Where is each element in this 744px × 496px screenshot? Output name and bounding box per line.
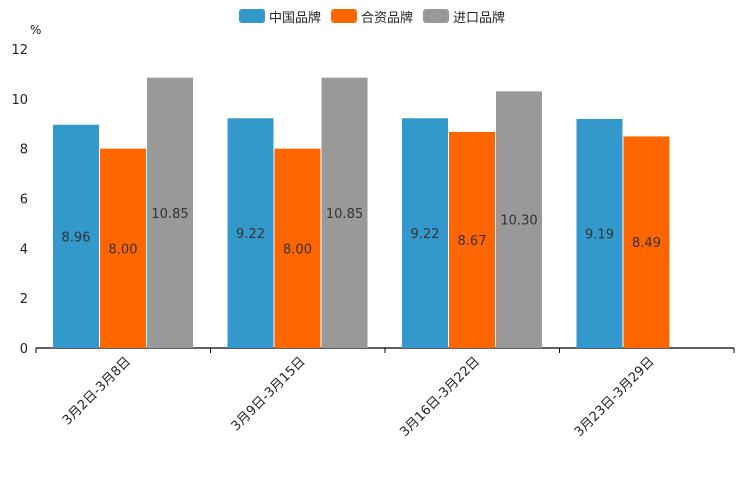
y-tick-label: 12: [11, 43, 28, 58]
legend-label-series-1: 中国品牌: [268, 10, 321, 26]
bar[interactable]: [100, 148, 146, 348]
bar-value-label: 9.22: [411, 227, 440, 242]
bar[interactable]: [227, 118, 274, 348]
bar[interactable]: [321, 77, 368, 348]
bar[interactable]: [576, 119, 623, 348]
legend-label-series-2: 合资品牌: [360, 10, 413, 26]
y-tick-label: 2: [20, 292, 28, 307]
y-axis-unit-label: %: [30, 23, 41, 37]
bar[interactable]: [449, 131, 495, 348]
x-tick-label: 3月2日-3月8日: [60, 354, 134, 428]
legend-label-series-3: 进口品牌: [453, 10, 506, 26]
bar-value-label: 9.22: [236, 227, 265, 242]
bar-value-label: 8.00: [283, 242, 312, 257]
legend-item-series-1[interactable]: 中国品牌: [238, 6, 321, 26]
y-tick-label: 0: [20, 342, 28, 357]
bar[interactable]: [53, 124, 99, 348]
legend-swatch-series-2: [330, 9, 357, 23]
bar-value-label: 8.49: [632, 236, 661, 251]
legend-swatch-series-3: [423, 9, 449, 23]
bar[interactable]: [147, 77, 193, 348]
y-tick-label: 6: [20, 193, 28, 208]
bar-value-label: 8.67: [458, 234, 487, 249]
bar[interactable]: [496, 91, 542, 348]
bar-value-label: 10.30: [500, 214, 537, 229]
chart-legend: 中国品牌 合资品牌 进口品牌: [0, 6, 744, 26]
bar-value-label: 10.85: [326, 207, 363, 222]
chart-bars: 8.96 8.00 10.85 9.22 8.00 10.85 9.22 8.67 10.30 9…: [53, 77, 670, 348]
bar-value-label: 8.96: [62, 230, 91, 245]
y-tick-label: 8: [20, 143, 28, 158]
bar-value-label: 9.19: [585, 228, 614, 243]
y-tick-label: 10: [11, 93, 28, 108]
bar[interactable]: [623, 136, 670, 348]
x-tick-label: 3月16日-3月22日: [397, 354, 483, 440]
bar[interactable]: [402, 118, 448, 348]
legend-item-series-2[interactable]: 合资品牌: [330, 6, 413, 26]
legend-swatch-series-1: [238, 9, 265, 23]
x-tick-label: 3月9日-3月15日: [229, 354, 309, 434]
legend-item-series-3[interactable]: 进口品牌: [423, 6, 505, 26]
bar[interactable]: [274, 148, 321, 348]
y-tick-label: 4: [20, 242, 28, 257]
x-tick-label: 3月23日-3月29日: [572, 354, 658, 440]
bar-value-label: 8.00: [109, 242, 138, 257]
bar-value-label: 10.85: [151, 207, 188, 222]
